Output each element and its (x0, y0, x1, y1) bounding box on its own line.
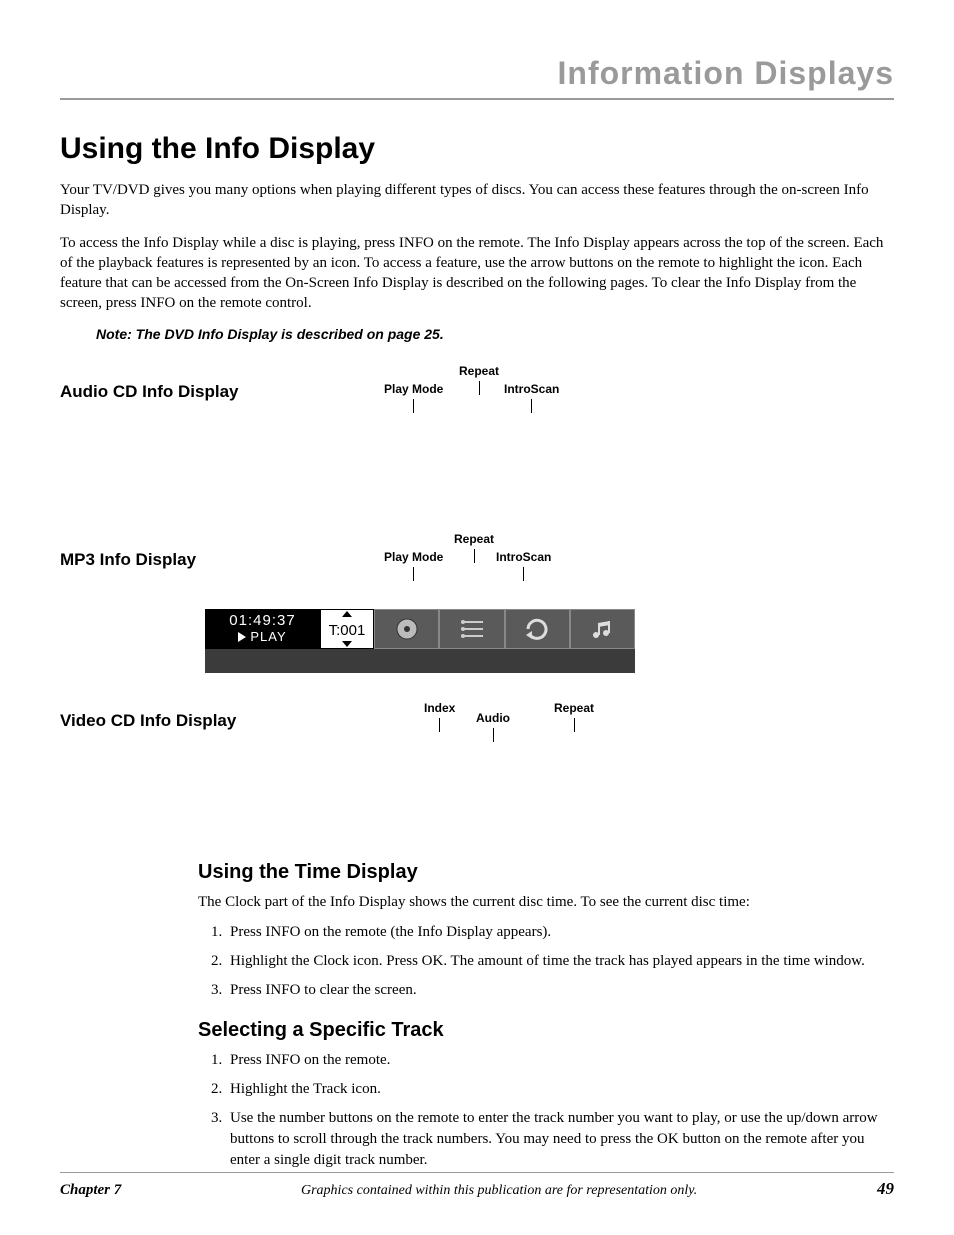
time-display-heading: Using the Time Display (198, 861, 894, 884)
footer-chapter: Chapter 7 (60, 1182, 121, 1199)
footer-page-number: 49 (877, 1179, 894, 1199)
mp3-track-value: T:001 (329, 622, 366, 639)
repeat-icon (505, 609, 570, 649)
step-item: Highlight the Clock icon. Press OK. The … (226, 951, 894, 972)
callout-introscan: IntroScan (504, 382, 559, 413)
mp3-panel-top: 01:49:37 PLAY T:001 (205, 609, 635, 649)
select-track-heading: Selecting a Specific Track (198, 1019, 894, 1042)
video-cd-row: Video CD Info Display Index Audio Repeat (60, 701, 894, 756)
mp3-callouts: Repeat Play Mode IntroScan (274, 550, 614, 605)
callout-label: Index (424, 701, 455, 715)
callout-play-mode: Play Mode (384, 550, 443, 581)
select-track-steps: Press INFO on the remote. Highlight the … (198, 1050, 894, 1171)
callout-label: Audio (476, 711, 510, 725)
play-mode-icon (439, 609, 504, 649)
callout-introscan: IntroScan (496, 550, 551, 581)
mp3-row: MP3 Info Display Repeat Play Mode IntroS… (60, 532, 894, 673)
callout-repeat: Repeat (554, 701, 594, 732)
callout-repeat: Repeat (459, 364, 499, 395)
mp3-track-box: T:001 (320, 609, 374, 649)
introscan-icon (570, 609, 635, 649)
callout-label: Repeat (554, 701, 594, 715)
callout-label: Repeat (459, 364, 499, 378)
callout-audio: Audio (476, 711, 510, 742)
main-heading: Using the Info Display (60, 132, 894, 166)
mp3-panel-bottom (205, 649, 635, 673)
page-header: Information Displays (60, 55, 894, 100)
intro-paragraph-2: To access the Info Display while a disc … (60, 233, 894, 314)
page-footer: Chapter 7 Graphics contained within this… (60, 1172, 894, 1199)
mp3-time-box: 01:49:37 PLAY (205, 609, 320, 649)
mp3-label: MP3 Info Display (60, 550, 270, 570)
header-title: Information Displays (558, 55, 895, 91)
callout-repeat: Repeat (454, 532, 494, 563)
step-item: Press INFO to clear the screen. (226, 980, 894, 1001)
callout-label: Play Mode (384, 382, 443, 396)
intro-paragraph-1: Your TV/DVD gives you many options when … (60, 180, 894, 221)
time-display-intro: The Clock part of the Info Display shows… (198, 892, 894, 912)
mp3-time-value: 01:49:37 (206, 612, 319, 629)
callout-label: Play Mode (384, 550, 443, 564)
mp3-info-panel: 01:49:37 PLAY T:001 (205, 609, 635, 673)
step-item: Highlight the Track icon. (226, 1079, 894, 1100)
callout-index: Index (424, 701, 455, 732)
mp3-play-status: PLAY (206, 629, 319, 644)
step-item: Use the number buttons on the remote to … (226, 1108, 894, 1171)
time-display-section: Using the Time Display The Clock part of… (198, 861, 894, 1171)
video-cd-callouts: Index Audio Repeat (274, 701, 634, 756)
callout-label: IntroScan (496, 550, 551, 564)
callout-label: Repeat (454, 532, 494, 546)
time-display-steps: Press INFO on the remote (the Info Displ… (198, 922, 894, 1001)
note-text: Note: The DVD Info Display is described … (96, 326, 894, 342)
step-item: Press INFO on the remote. (226, 1050, 894, 1071)
footer-disclaimer: Graphics contained within this publicati… (301, 1183, 697, 1199)
audio-cd-label: Audio CD Info Display (60, 382, 270, 402)
audio-cd-row: Audio CD Info Display Repeat Play Mode I… (60, 364, 894, 437)
mp3-icon-strip (374, 609, 635, 649)
video-cd-label: Video CD Info Display (60, 701, 270, 731)
callout-play-mode: Play Mode (384, 382, 443, 413)
disc-icon (374, 609, 439, 649)
callout-label: IntroScan (504, 382, 559, 396)
step-item: Press INFO on the remote (the Info Displ… (226, 922, 894, 943)
audio-cd-callouts: Repeat Play Mode IntroScan (274, 382, 614, 437)
